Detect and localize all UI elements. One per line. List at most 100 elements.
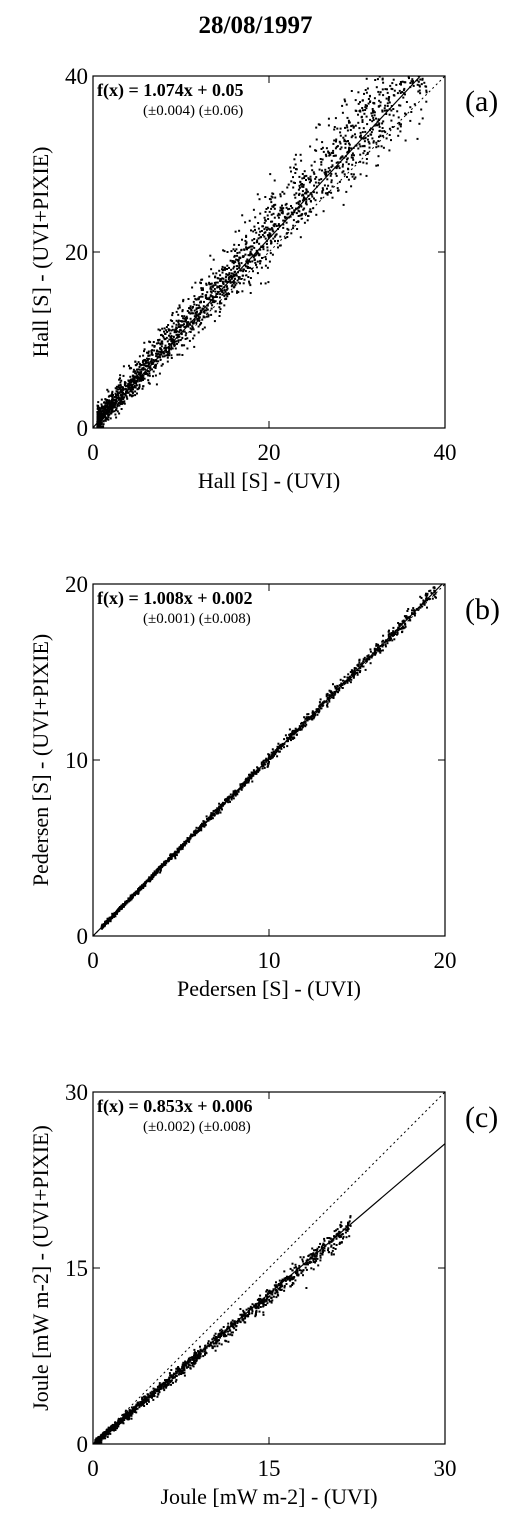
data-point	[237, 260, 240, 263]
data-point	[175, 327, 178, 330]
data-point	[338, 1243, 341, 1245]
data-point	[305, 174, 308, 177]
data-point	[248, 254, 251, 257]
data-point	[182, 298, 185, 301]
data-point	[358, 659, 361, 662]
data-point	[263, 766, 266, 769]
data-point	[179, 326, 182, 329]
data-point	[351, 134, 354, 137]
data-point	[347, 140, 349, 142]
data-point	[247, 1307, 250, 1310]
data-point	[425, 89, 428, 92]
data-point	[422, 599, 425, 602]
data-point	[236, 259, 239, 261]
data-point	[284, 734, 287, 737]
data-point	[181, 309, 184, 312]
data-point	[130, 381, 132, 384]
data-point	[292, 181, 295, 184]
data-point	[142, 363, 145, 366]
data-point	[140, 370, 143, 373]
data-point	[364, 89, 367, 91]
data-point	[150, 359, 153, 362]
data-point	[274, 749, 277, 752]
data-point	[284, 203, 287, 206]
data-point	[270, 1300, 273, 1303]
data-point	[133, 381, 135, 384]
data-point	[402, 620, 405, 623]
data-point	[201, 1350, 204, 1353]
data-point	[270, 201, 273, 204]
data-point	[302, 194, 305, 197]
data-point	[96, 404, 99, 407]
data-point	[347, 163, 350, 166]
data-point	[236, 291, 238, 294]
data-point	[337, 165, 340, 168]
data-point	[130, 1417, 133, 1420]
data-point	[296, 1273, 299, 1276]
data-point	[321, 1252, 324, 1255]
data-point	[135, 375, 138, 378]
data-point	[362, 665, 365, 668]
data-point	[263, 232, 266, 234]
data-point	[297, 220, 300, 223]
data-point	[303, 207, 306, 210]
data-point	[297, 1274, 300, 1277]
data-point	[177, 339, 180, 342]
data-point	[283, 1289, 286, 1292]
data-point	[398, 89, 401, 92]
data-point	[336, 161, 339, 164]
data-point	[184, 1362, 187, 1365]
data-point	[398, 47, 400, 49]
data-point	[193, 831, 196, 834]
data-point	[138, 366, 141, 368]
data-point	[331, 164, 334, 167]
data-point	[285, 206, 288, 209]
data-point	[159, 1387, 162, 1389]
data-point	[126, 1418, 129, 1421]
data-point	[320, 1246, 323, 1249]
data-point	[191, 1364, 194, 1367]
data-point	[230, 268, 233, 271]
data-point	[298, 192, 301, 195]
data-point	[186, 1361, 189, 1364]
data-point	[193, 1360, 195, 1363]
data-point	[134, 386, 137, 389]
data-point	[384, 47, 386, 49]
data-point	[274, 234, 277, 237]
data-point	[421, 48, 423, 50]
data-point	[388, 629, 390, 632]
data-point	[101, 414, 104, 417]
data-point	[264, 219, 267, 222]
data-point	[346, 129, 349, 132]
data-point	[320, 703, 323, 706]
data-point	[178, 1370, 181, 1373]
data-point	[254, 1306, 257, 1309]
data-point	[398, 123, 401, 126]
data-point	[327, 184, 330, 187]
data-point	[291, 1269, 294, 1272]
data-point	[337, 691, 339, 694]
data-point	[319, 1252, 322, 1255]
data-point	[169, 332, 172, 335]
data-point	[250, 777, 253, 780]
data-point	[330, 191, 333, 194]
data-point	[330, 159, 333, 162]
data-point	[177, 333, 179, 336]
data-point	[180, 1370, 183, 1373]
data-point	[222, 282, 225, 285]
data-point	[170, 345, 173, 348]
data-point	[322, 150, 325, 153]
data-point	[166, 360, 169, 363]
data-point	[183, 840, 186, 843]
data-point	[165, 329, 168, 332]
data-point	[216, 290, 219, 293]
data-point	[175, 851, 178, 854]
data-point	[239, 282, 241, 285]
data-point	[293, 730, 296, 733]
data-point	[375, 117, 377, 120]
data-point	[381, 645, 384, 648]
data-point	[168, 334, 170, 337]
data-point	[130, 390, 133, 393]
data-point	[266, 214, 269, 217]
data-point	[243, 248, 246, 251]
